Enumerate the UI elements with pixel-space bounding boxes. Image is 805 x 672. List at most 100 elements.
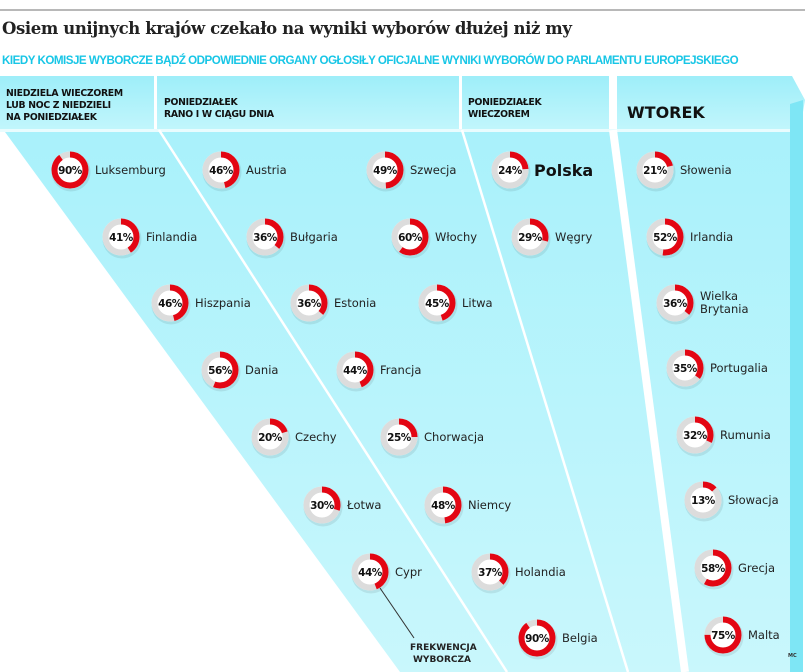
right-edge-strip (790, 100, 803, 672)
turnout-arc (511, 218, 549, 256)
header-line: RANO I W CIĄGU DNIA (164, 109, 275, 120)
highlighted-country-label: Polska (534, 161, 593, 180)
donut-item: 46% Austria (202, 151, 287, 192)
country-label: Rumunia (720, 428, 771, 442)
turnout-arc (246, 218, 284, 256)
country-label: Hiszpania (195, 296, 251, 310)
country-label: Chorwacja (424, 430, 484, 444)
donut-item: 36% Wielka Brytania (656, 284, 749, 325)
donut-item: 24% Polska (491, 151, 593, 192)
header-divider (459, 76, 462, 132)
turnout-arc (290, 284, 328, 322)
turnout-arc (303, 486, 341, 524)
donut-item: 35% Portugalia (666, 349, 768, 390)
header-group-4: WTOREK (627, 103, 705, 122)
body-panel (5, 132, 790, 672)
turnout-value: 37% (478, 567, 503, 579)
donut-item: 45% Litwa (418, 284, 493, 325)
donut-item: 58% Grecja (694, 549, 775, 590)
donut-item: 44% Cypr (351, 553, 422, 594)
country-label: Austria (246, 163, 287, 177)
turnout-arc (380, 418, 418, 456)
header-line: PONIEDZIAŁEK (164, 97, 238, 108)
country-label: Irlandia (690, 230, 733, 244)
turnout-arc (51, 151, 89, 189)
header-group-3: PONIEDZIAŁEK WIECZOREM (468, 97, 543, 120)
donut-item: 37% Holandia (471, 553, 566, 594)
donut-item: 21% Słowenia (636, 151, 732, 192)
turnout-arc (694, 549, 732, 587)
annotation-line: FREKWENCJA (410, 643, 477, 653)
turnout-arc (151, 284, 189, 322)
country-label: Włochy (435, 230, 477, 244)
turnout-arc (656, 284, 694, 322)
header-line: NIEDZIELA WIECZOREM (6, 88, 123, 99)
column-divider (460, 129, 630, 672)
turnout-value: 25% (387, 432, 412, 444)
country-label: Estonia (334, 296, 376, 310)
header-divider (609, 76, 617, 132)
turnout-arc (684, 481, 722, 519)
country-label: Francja (380, 363, 421, 377)
turnout-value: 20% (258, 432, 283, 444)
country-label: Luksemburg (95, 163, 166, 177)
turnout-value: 49% (373, 165, 398, 177)
donut-item: 30% Łotwa (303, 486, 381, 527)
turnout-arc (424, 486, 462, 524)
donut-item: 44% Francja (336, 351, 421, 392)
turnout-value: 24% (498, 165, 523, 177)
header-line: LUB NOC Z NIEDZIELI (6, 100, 111, 111)
country-label: Wielka Brytania (700, 289, 749, 316)
header-line: PONIEDZIAŁEK (468, 97, 542, 108)
credit: MC (788, 653, 797, 659)
donut-item: 36% Bułgaria (246, 218, 338, 259)
annotation-pointer (379, 587, 415, 639)
turnout-arc (491, 151, 529, 189)
turnout-arc (102, 218, 140, 256)
turnout-value: 32% (683, 430, 708, 442)
country-label: Malta (748, 628, 780, 642)
turnout-value: 48% (431, 500, 456, 512)
turnout-arc (251, 418, 289, 456)
donut-item: 56% Dania (201, 351, 278, 392)
turnout-value: 41% (109, 232, 134, 244)
turnout-value: 56% (208, 365, 233, 377)
country-label: Niemcy (468, 498, 511, 512)
turnout-arc (471, 553, 509, 591)
country-label: Słowenia (680, 163, 732, 177)
turnout-value: 30% (310, 500, 335, 512)
donut-item: 46% Hiszpania (151, 284, 251, 325)
turnout-arc (418, 284, 456, 322)
header-divider (154, 76, 157, 132)
turnout-value: 36% (663, 298, 688, 310)
donut-item: 60% Włochy (391, 218, 477, 259)
turnout-value: 21% (643, 165, 668, 177)
country-label: Bułgaria (290, 230, 338, 244)
country-label: Belgia (562, 631, 598, 645)
turnout-value: 13% (691, 495, 716, 507)
donut-item: 36% Estonia (290, 284, 376, 325)
turnout-arc (636, 151, 674, 189)
turnout-value: 45% (425, 298, 450, 310)
turnout-value: 29% (518, 232, 543, 244)
donut-marks: 90% Luksemburg 41% Finlandia 46% Hiszpania 56%… (51, 151, 780, 660)
country-label: Łotwa (346, 498, 381, 512)
country-label: Węgry (555, 230, 592, 244)
donut-item: 13% Słowacja (684, 481, 779, 522)
country-label: Finlandia (146, 230, 197, 244)
turnout-value: 60% (398, 232, 423, 244)
column-divider (157, 129, 509, 672)
donut-item: 29% Węgry (511, 218, 592, 259)
top-rule (0, 9, 805, 11)
turnout-value: 90% (58, 165, 83, 177)
turnout-value: 35% (673, 363, 698, 375)
donut-item: 75% Malta (704, 616, 780, 657)
donut-item: 52% Irlandia (646, 218, 733, 259)
turnout-arc (676, 416, 714, 454)
header-line: NA PONIEDZIAŁEK (6, 112, 98, 123)
turnout-arc (518, 619, 556, 657)
turnout-arc (666, 349, 704, 387)
turnout-value: 36% (297, 298, 322, 310)
country-label: Cypr (395, 565, 422, 579)
country-label: Grecja (738, 561, 775, 575)
